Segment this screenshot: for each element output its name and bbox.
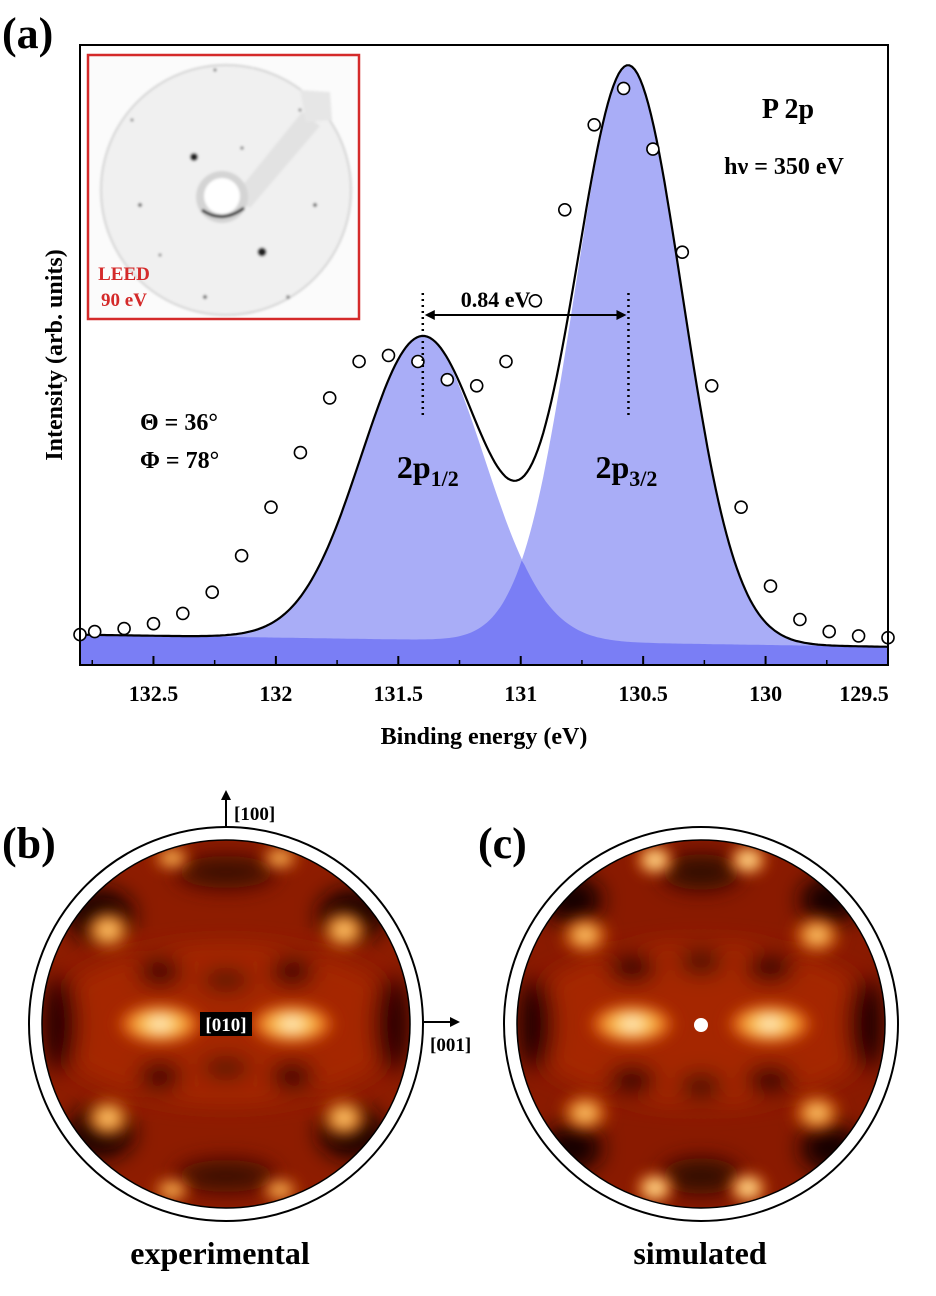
experimental-caption: experimental — [130, 1235, 310, 1271]
component-2p32-peak — [80, 66, 888, 665]
up-direction-arrowhead — [221, 790, 231, 800]
x-tick-label: 129.5 — [839, 681, 889, 706]
component-2p12-peak — [80, 336, 888, 665]
data-point — [528, 293, 543, 308]
data-points — [73, 81, 895, 645]
panel-label-a: (a) — [2, 9, 53, 58]
plot-frame — [79, 44, 889, 666]
data-point — [205, 585, 219, 600]
x-tick-label: 131 — [504, 681, 537, 706]
data-point — [440, 372, 455, 387]
component-label-2p32-sub: 3/2 — [629, 466, 657, 491]
x-tick-label: 130 — [749, 681, 782, 706]
component-label-2p32-main: 2p — [595, 449, 629, 485]
data-point — [352, 354, 366, 369]
fit-envelope-line — [80, 64, 888, 648]
photon-energy-label: hν = 350 eV — [724, 154, 844, 180]
data-point — [293, 445, 308, 460]
simulated-caption: simulated — [633, 1235, 767, 1271]
data-point — [322, 391, 337, 405]
simulated-heatmap — [517, 840, 885, 1208]
data-point — [87, 624, 102, 639]
y-axis-label: Intensity (arb. units) — [42, 249, 68, 460]
experimental-heatmap — [42, 840, 410, 1208]
x-tick-label: 132 — [259, 681, 292, 706]
spectrum-title: P 2p — [762, 94, 814, 125]
data-point — [381, 348, 396, 363]
pattern-simulated: simulated — [503, 826, 899, 1271]
data-point — [822, 624, 837, 639]
x-tick-label: 132.5 — [129, 681, 179, 706]
phi-angle-label: Φ = 78° — [140, 448, 219, 474]
data-point — [763, 579, 778, 593]
experimental-inner-ring — [41, 839, 411, 1209]
data-point — [704, 378, 719, 393]
up-direction-label: [100] — [234, 804, 275, 825]
center-direction-label: [010] — [205, 1015, 246, 1036]
data-point — [646, 142, 660, 156]
x-axis-label: Binding energy (eV) — [381, 724, 588, 750]
center-label-box — [200, 1012, 252, 1036]
data-point — [734, 500, 748, 515]
data-point — [616, 81, 631, 96]
component-label-2p12: 2p1/2 — [397, 449, 459, 491]
splitting-arrowhead-right — [616, 310, 627, 320]
leed-energy-label: 90 eV — [101, 290, 147, 311]
component-label-2p32: 2p3/2 — [595, 449, 657, 491]
data-point — [469, 378, 484, 393]
component-label-2p12-main: 2p — [397, 449, 431, 485]
data-point — [234, 548, 249, 563]
pattern-experimental: [010] [100] [001] experimental — [28, 790, 471, 1271]
data-point — [264, 500, 278, 515]
data-point — [587, 118, 602, 132]
x-tick-label: 131.5 — [374, 681, 424, 706]
x-axis-ticks: 132.5 132 131.5 131 130.5 130 129.5 — [91, 656, 889, 706]
splitting-label: 0.84 eV — [461, 287, 531, 312]
x-tick-label: 130.5 — [618, 681, 668, 706]
data-point — [146, 616, 161, 631]
data-point — [411, 354, 425, 369]
data-point — [675, 245, 690, 259]
data-point — [851, 629, 866, 643]
data-point — [557, 203, 572, 217]
right-direction-arrowhead — [450, 1017, 460, 1027]
simulated-inner-ring — [516, 839, 886, 1209]
component-label-2p12-sub: 1/2 — [431, 466, 459, 491]
data-point — [793, 612, 807, 627]
xps-chart: 132.5 132 131.5 131 130.5 130 129.5 Binding en… — [42, 44, 895, 750]
leed-pattern-image — [100, 64, 352, 316]
leed-label: LEED — [98, 264, 150, 285]
leed-inset: LEED 90 eV — [86, 53, 361, 321]
component-overlap-region — [80, 560, 888, 665]
theta-angle-label: Θ = 36° — [140, 410, 218, 436]
panel-label-b: (b) — [2, 819, 56, 868]
data-point — [499, 354, 513, 369]
data-point — [176, 606, 190, 621]
data-point — [117, 621, 131, 636]
right-direction-label: [001] — [430, 1035, 471, 1056]
splitting-arrowhead-left — [424, 310, 435, 320]
panel-label-c: (c) — [478, 819, 527, 868]
